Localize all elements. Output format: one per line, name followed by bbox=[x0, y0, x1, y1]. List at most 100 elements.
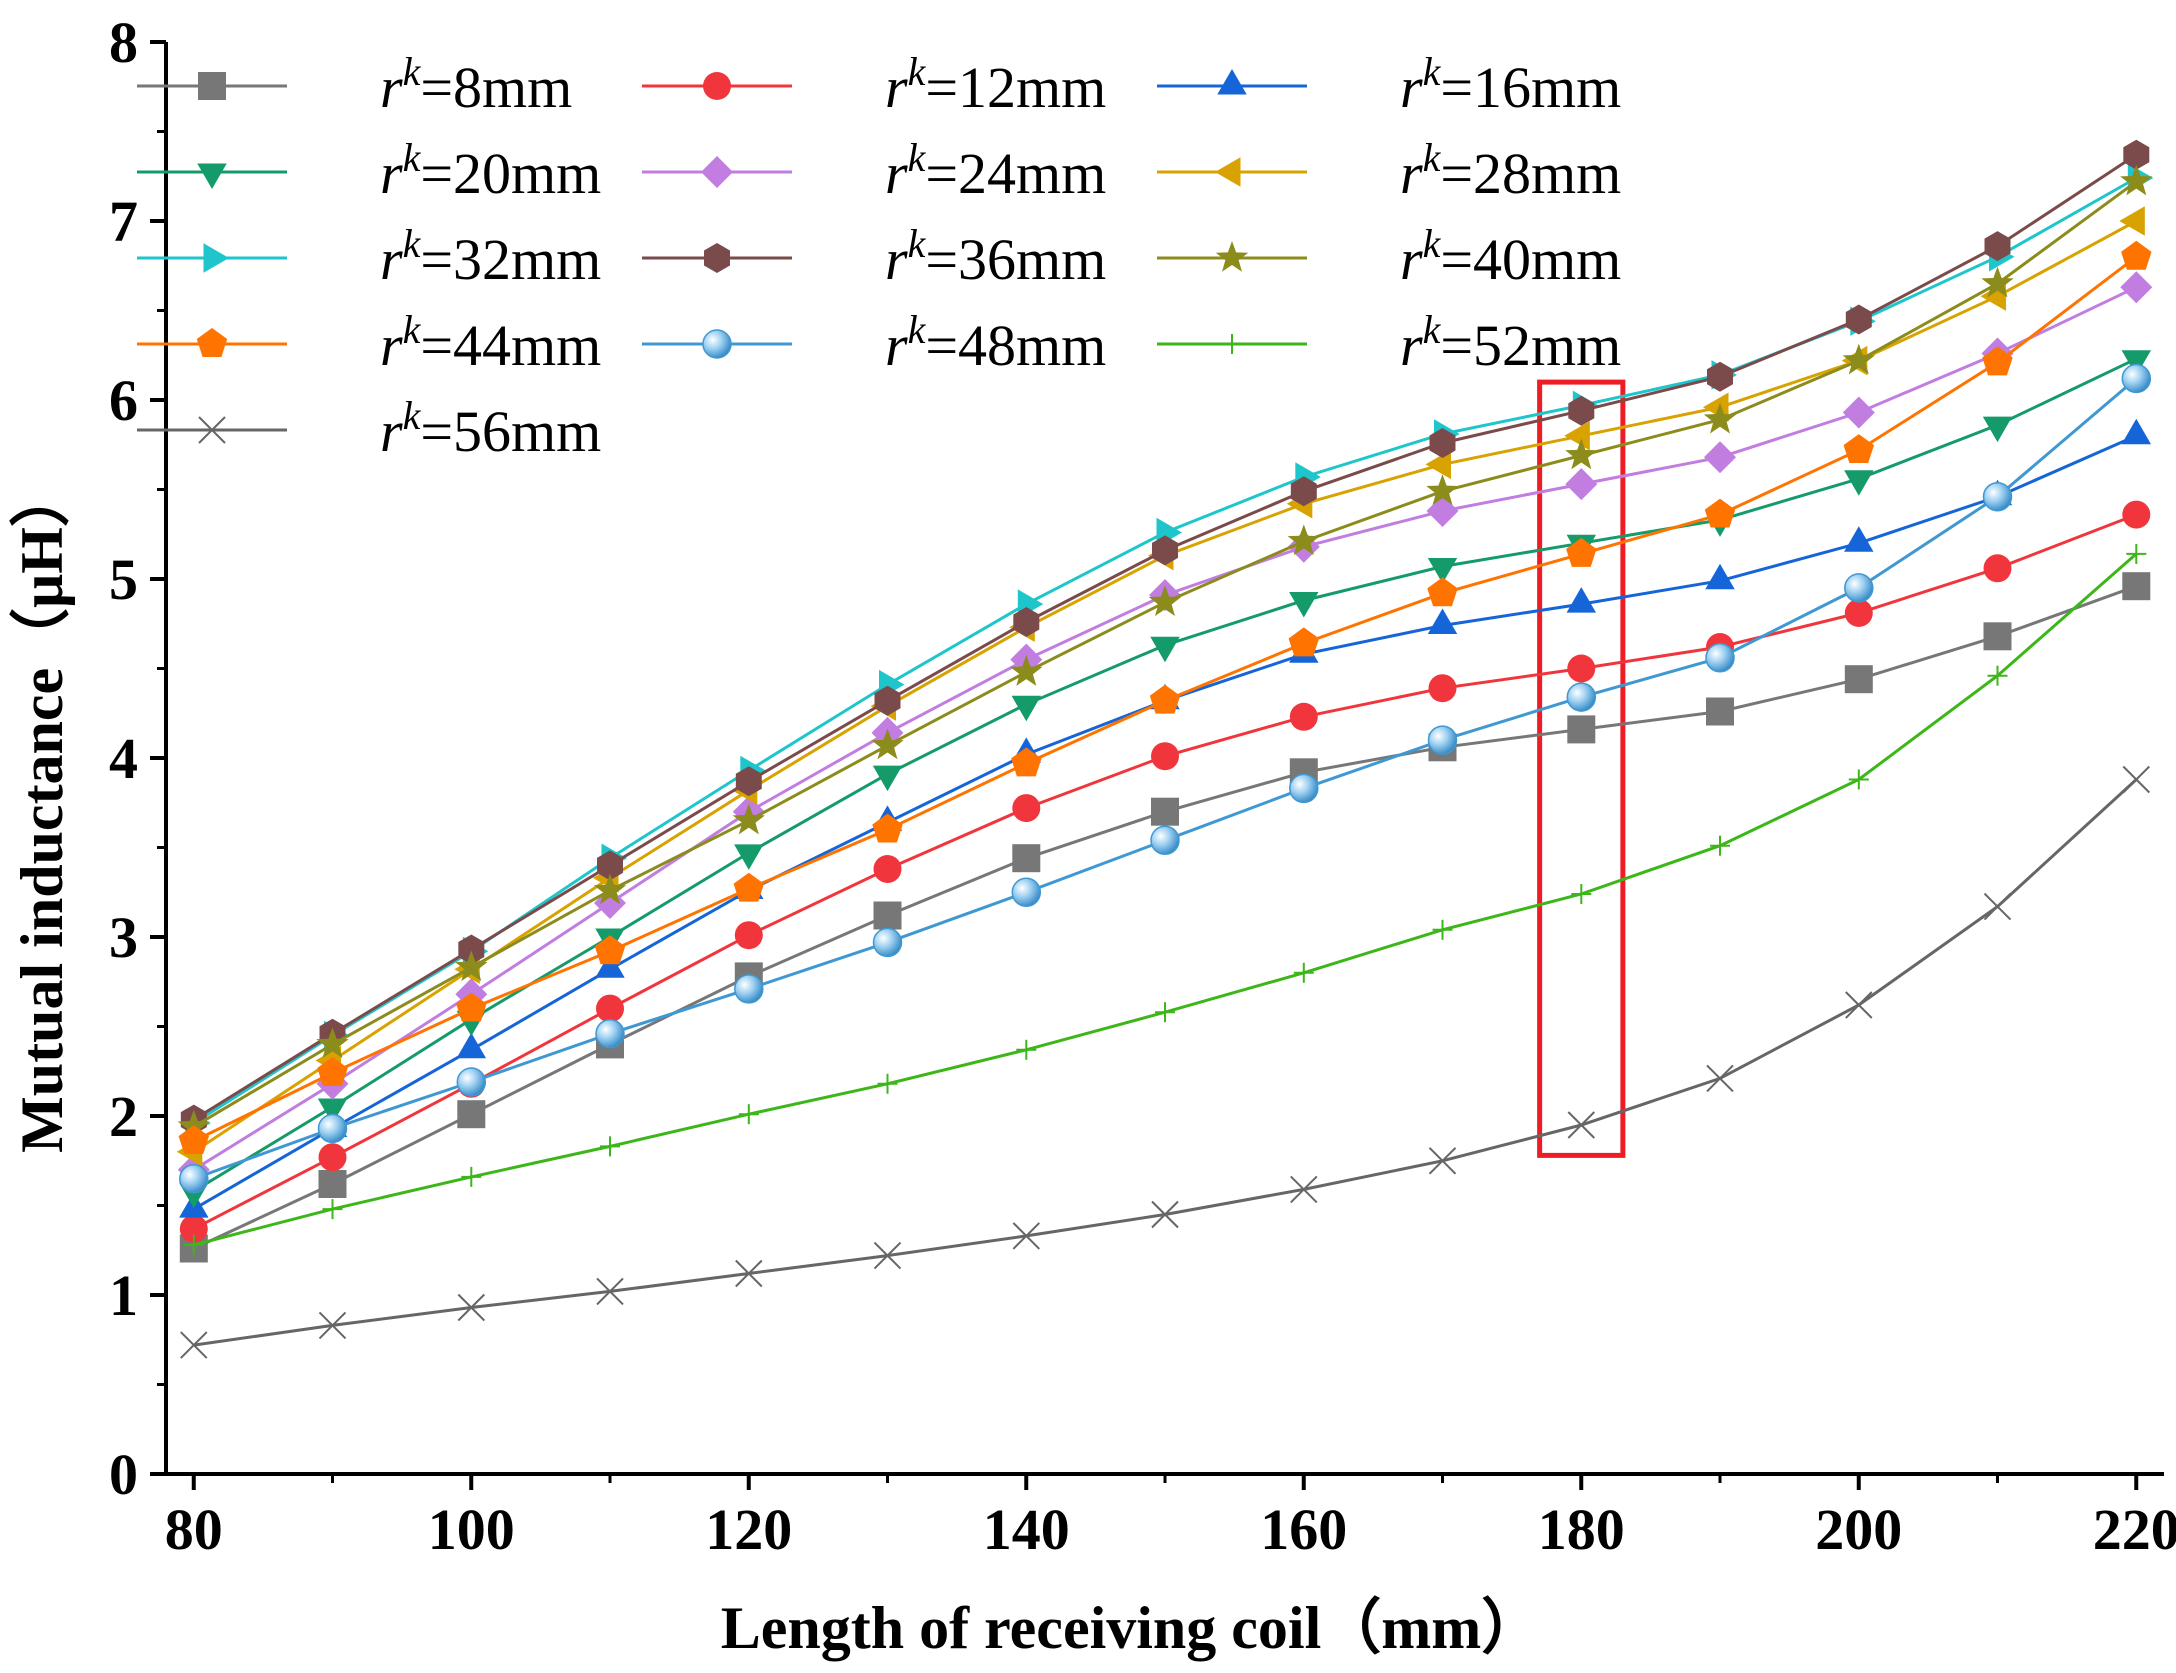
legend-superscript: k bbox=[908, 49, 927, 94]
data-point-9-2 bbox=[456, 992, 487, 1022]
data-point-10-4 bbox=[734, 974, 764, 1004]
data-point-10-6 bbox=[1011, 877, 1042, 908]
data-point-3-8 bbox=[1289, 592, 1319, 618]
data-point-1-13 bbox=[1983, 554, 2012, 583]
legend-superscript: k bbox=[908, 135, 927, 180]
data-point-9-7 bbox=[1149, 684, 1181, 714]
data-point-12-3 bbox=[596, 1277, 624, 1306]
data-point-12-0 bbox=[180, 1331, 208, 1359]
data-point-0-13 bbox=[1983, 622, 2012, 651]
data-point-7-13 bbox=[1984, 231, 2011, 262]
data-point-9-14 bbox=[2121, 240, 2152, 270]
data-point-3-7 bbox=[1150, 636, 1180, 663]
legend-label: rk=36mm bbox=[885, 221, 1106, 292]
legend-item-7: rk=36mm bbox=[642, 221, 1106, 292]
data-point-0-2 bbox=[457, 1100, 486, 1129]
legend-item-3: rk=20mm bbox=[137, 135, 601, 206]
legend-label: rk=52mm bbox=[1400, 307, 1621, 378]
data-point-7-5 bbox=[874, 685, 901, 716]
x-tick-label: 220 bbox=[2093, 1497, 2176, 1562]
data-point-7-3 bbox=[597, 850, 623, 881]
data-point-11-2 bbox=[461, 1166, 482, 1187]
data-point-9-10 bbox=[1566, 537, 1597, 567]
data-point-8-0 bbox=[177, 1109, 210, 1141]
data-point-11-3 bbox=[600, 1136, 620, 1157]
y-tick-label: 0 bbox=[109, 1442, 138, 1507]
legend-symbol: r bbox=[380, 313, 403, 378]
data-point-10-5 bbox=[872, 927, 903, 958]
data-point-2-3 bbox=[595, 952, 625, 978]
data-point-7-4 bbox=[735, 766, 762, 797]
legend-symbol: r bbox=[885, 227, 908, 292]
data-point-7-10 bbox=[1568, 395, 1595, 426]
data-point-10-3 bbox=[595, 1018, 625, 1049]
legend-symbol: r bbox=[885, 55, 908, 120]
legend-item-0: rk=8mm bbox=[137, 49, 572, 120]
legend-marker bbox=[1217, 69, 1247, 95]
data-point-9-6 bbox=[1011, 747, 1042, 777]
legend-marker bbox=[702, 329, 732, 359]
data-point-7-12 bbox=[1845, 304, 1872, 335]
data-point-11-4 bbox=[738, 1104, 759, 1125]
data-point-8-4 bbox=[732, 803, 765, 835]
data-point-0-7 bbox=[1151, 797, 1179, 826]
data-point-12-10 bbox=[1567, 1111, 1596, 1139]
data-point-7-14 bbox=[2123, 139, 2150, 170]
legend-superscript: k bbox=[403, 49, 422, 94]
legend-value: =20mm bbox=[420, 141, 601, 206]
data-point-0-1 bbox=[318, 1170, 347, 1198]
data-point-2-14 bbox=[2121, 418, 2152, 445]
series-line-10 bbox=[193, 377, 2138, 1181]
legend-item-10: rk=48mm bbox=[642, 307, 1106, 378]
data-point-1-4 bbox=[734, 921, 763, 950]
series-11 bbox=[183, 543, 2147, 1255]
legend-value: =12mm bbox=[925, 55, 1106, 120]
data-point-12-8 bbox=[1290, 1175, 1318, 1204]
legend-superscript: k bbox=[403, 393, 422, 438]
legend-label: rk=20mm bbox=[380, 135, 601, 206]
legend-marker bbox=[703, 72, 731, 100]
x-tick-label: 200 bbox=[1815, 1497, 1902, 1562]
data-point-12-4 bbox=[735, 1259, 763, 1288]
legend-value: =16mm bbox=[1440, 55, 1621, 120]
data-point-10-13 bbox=[1982, 481, 2013, 512]
data-point-9-5 bbox=[872, 813, 903, 843]
data-point-9-1 bbox=[317, 1057, 348, 1086]
data-point-8-8 bbox=[1287, 524, 1320, 556]
data-point-9-9 bbox=[1427, 577, 1458, 607]
data-point-4-12 bbox=[1842, 396, 1875, 429]
legend-label: rk=40mm bbox=[1400, 221, 1621, 292]
legend-item-8: rk=40mm bbox=[1157, 221, 1621, 292]
data-point-3-4 bbox=[734, 844, 764, 870]
data-point-4-10 bbox=[1565, 468, 1598, 501]
x-tick-label: 160 bbox=[1260, 1497, 1347, 1562]
data-point-12-12 bbox=[1845, 991, 1873, 1019]
data-point-3-14 bbox=[2121, 350, 2152, 376]
legend-symbol: r bbox=[885, 141, 908, 206]
data-point-5-10 bbox=[1564, 421, 1590, 451]
data-point-5-9 bbox=[1425, 449, 1451, 480]
legend-marker bbox=[198, 72, 226, 100]
data-point-11-9 bbox=[1432, 919, 1453, 940]
legend-value: =32mm bbox=[420, 227, 601, 292]
legend-marker bbox=[198, 416, 226, 444]
legend-symbol: r bbox=[380, 399, 403, 464]
data-point-11-14 bbox=[2126, 543, 2147, 564]
data-point-0-12 bbox=[1844, 665, 1873, 694]
legend-label: rk=12mm bbox=[885, 49, 1106, 120]
data-point-0-5 bbox=[873, 901, 902, 930]
data-point-3-6 bbox=[1011, 695, 1042, 722]
legend-symbol: r bbox=[1400, 55, 1423, 120]
data-point-4-14 bbox=[2120, 271, 2153, 304]
data-point-7-7 bbox=[1152, 535, 1178, 566]
data-point-5-14 bbox=[2119, 206, 2145, 236]
legend-superscript: k bbox=[403, 135, 422, 180]
data-point-11-11 bbox=[1710, 835, 1730, 856]
data-point-11-1 bbox=[322, 1199, 343, 1220]
data-point-7-8 bbox=[1290, 476, 1317, 507]
legend-value: =36mm bbox=[925, 227, 1106, 292]
x-tick-label: 180 bbox=[1538, 1497, 1625, 1562]
data-point-0-11 bbox=[1706, 697, 1734, 726]
legend-label: rk=48mm bbox=[885, 307, 1106, 378]
